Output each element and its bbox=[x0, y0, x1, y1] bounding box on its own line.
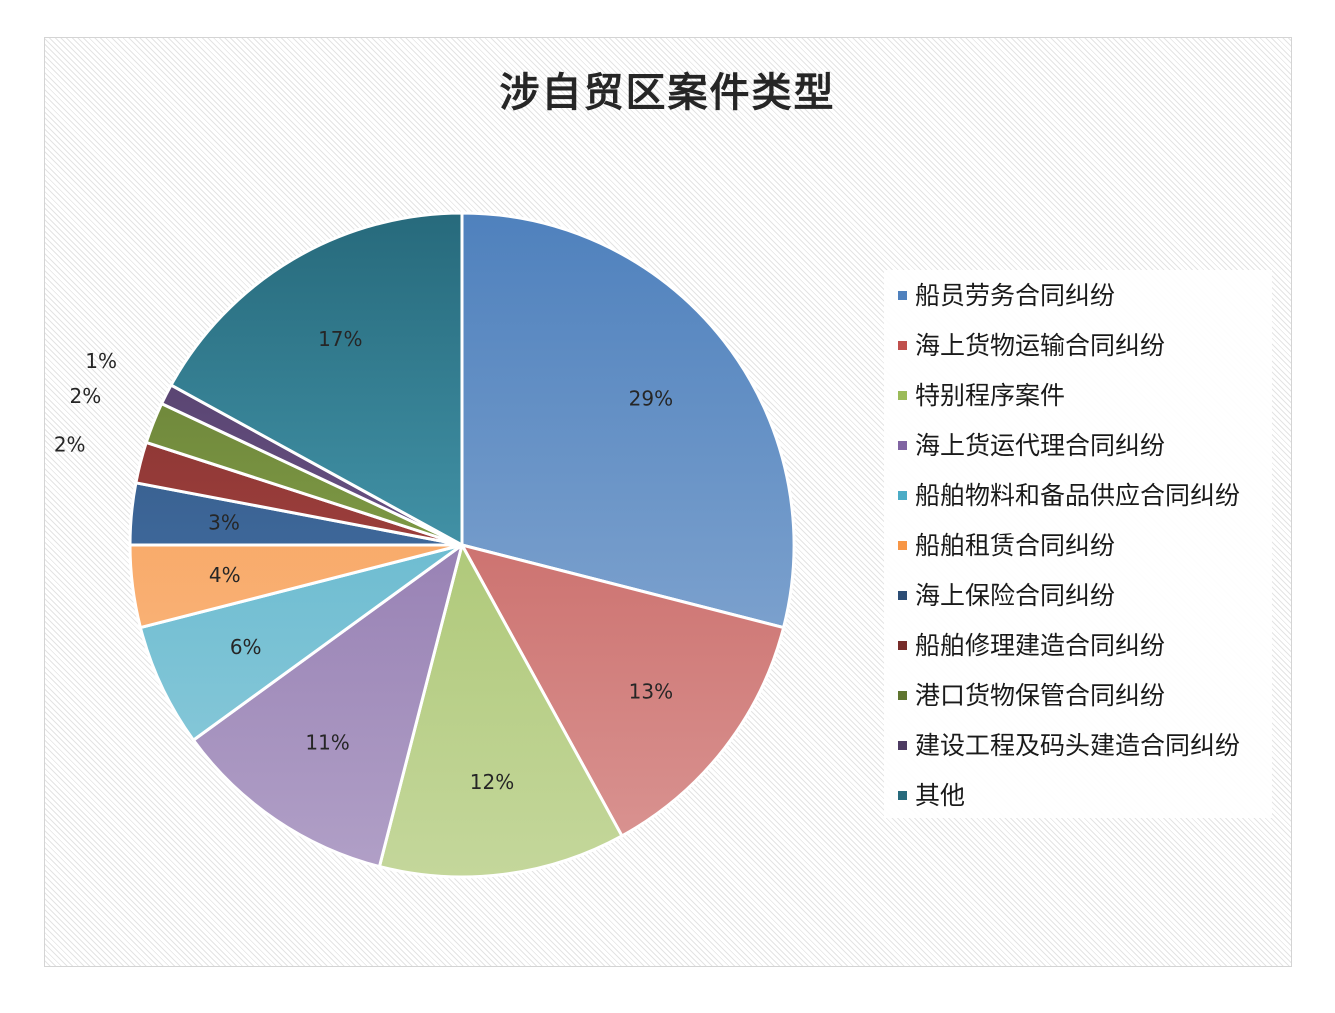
pie-slice bbox=[460, 543, 786, 838]
legend-swatch bbox=[898, 391, 907, 400]
pie-slice bbox=[377, 543, 624, 879]
slice-value-label: 11% bbox=[305, 731, 349, 755]
slice-value-label: 12% bbox=[470, 770, 514, 794]
slice-value-label: 3% bbox=[208, 511, 240, 535]
legend-swatch bbox=[898, 691, 907, 700]
legend-swatch bbox=[898, 291, 907, 300]
legend-label: 海上货物运输合同纠纷 bbox=[915, 331, 1166, 360]
slice-value-label: 2% bbox=[70, 384, 102, 408]
legend-label: 船舶修理建造合同纠纷 bbox=[915, 631, 1166, 660]
slice-value-label: 2% bbox=[54, 432, 86, 456]
legend-label: 建设工程及码头建造合同纠纷 bbox=[915, 731, 1241, 760]
legend-swatch bbox=[898, 341, 907, 350]
pie-slice bbox=[460, 211, 796, 630]
slice-value-label: 6% bbox=[230, 635, 262, 659]
legend-swatch bbox=[898, 491, 907, 500]
legend-label: 海上保险合同纠纷 bbox=[915, 581, 1116, 610]
legend-swatch bbox=[898, 641, 907, 650]
pie-slice bbox=[169, 211, 464, 547]
pie-slice bbox=[138, 543, 464, 742]
legend-label: 海上货运代理合同纠纷 bbox=[915, 431, 1166, 460]
legend-label: 船员劳务合同纠纷 bbox=[915, 281, 1116, 310]
legend: 船员劳务合同纠纷海上货物运输合同纠纷 特别程序案件海上货运代理合同纠纷船舶物料和备… bbox=[884, 270, 1272, 818]
slice-value-label: 1% bbox=[85, 349, 117, 373]
legend-swatch bbox=[898, 441, 907, 450]
legend-label: 港口货物保管合同纠纷 bbox=[915, 681, 1166, 710]
legend-label: 船舶物料和备品供应合同纠纷 bbox=[915, 481, 1241, 510]
legend-swatch bbox=[898, 591, 907, 600]
legend-swatch bbox=[898, 541, 907, 550]
slice-value-label: 29% bbox=[629, 387, 673, 411]
slice-value-label: 17% bbox=[318, 327, 362, 351]
slice-value-label: 13% bbox=[629, 680, 673, 704]
legend-label: 其他 bbox=[915, 781, 966, 810]
legend-swatch bbox=[898, 741, 907, 750]
slice-value-label: 4% bbox=[209, 563, 241, 587]
legend-label: 特别程序案件 bbox=[915, 381, 1066, 410]
legend-swatch bbox=[898, 791, 907, 800]
chart-title: 涉自贸区案件类型 bbox=[499, 69, 836, 116]
pie-slice bbox=[191, 543, 464, 869]
legend-label: 船舶租赁合同纠纷 bbox=[915, 531, 1116, 560]
